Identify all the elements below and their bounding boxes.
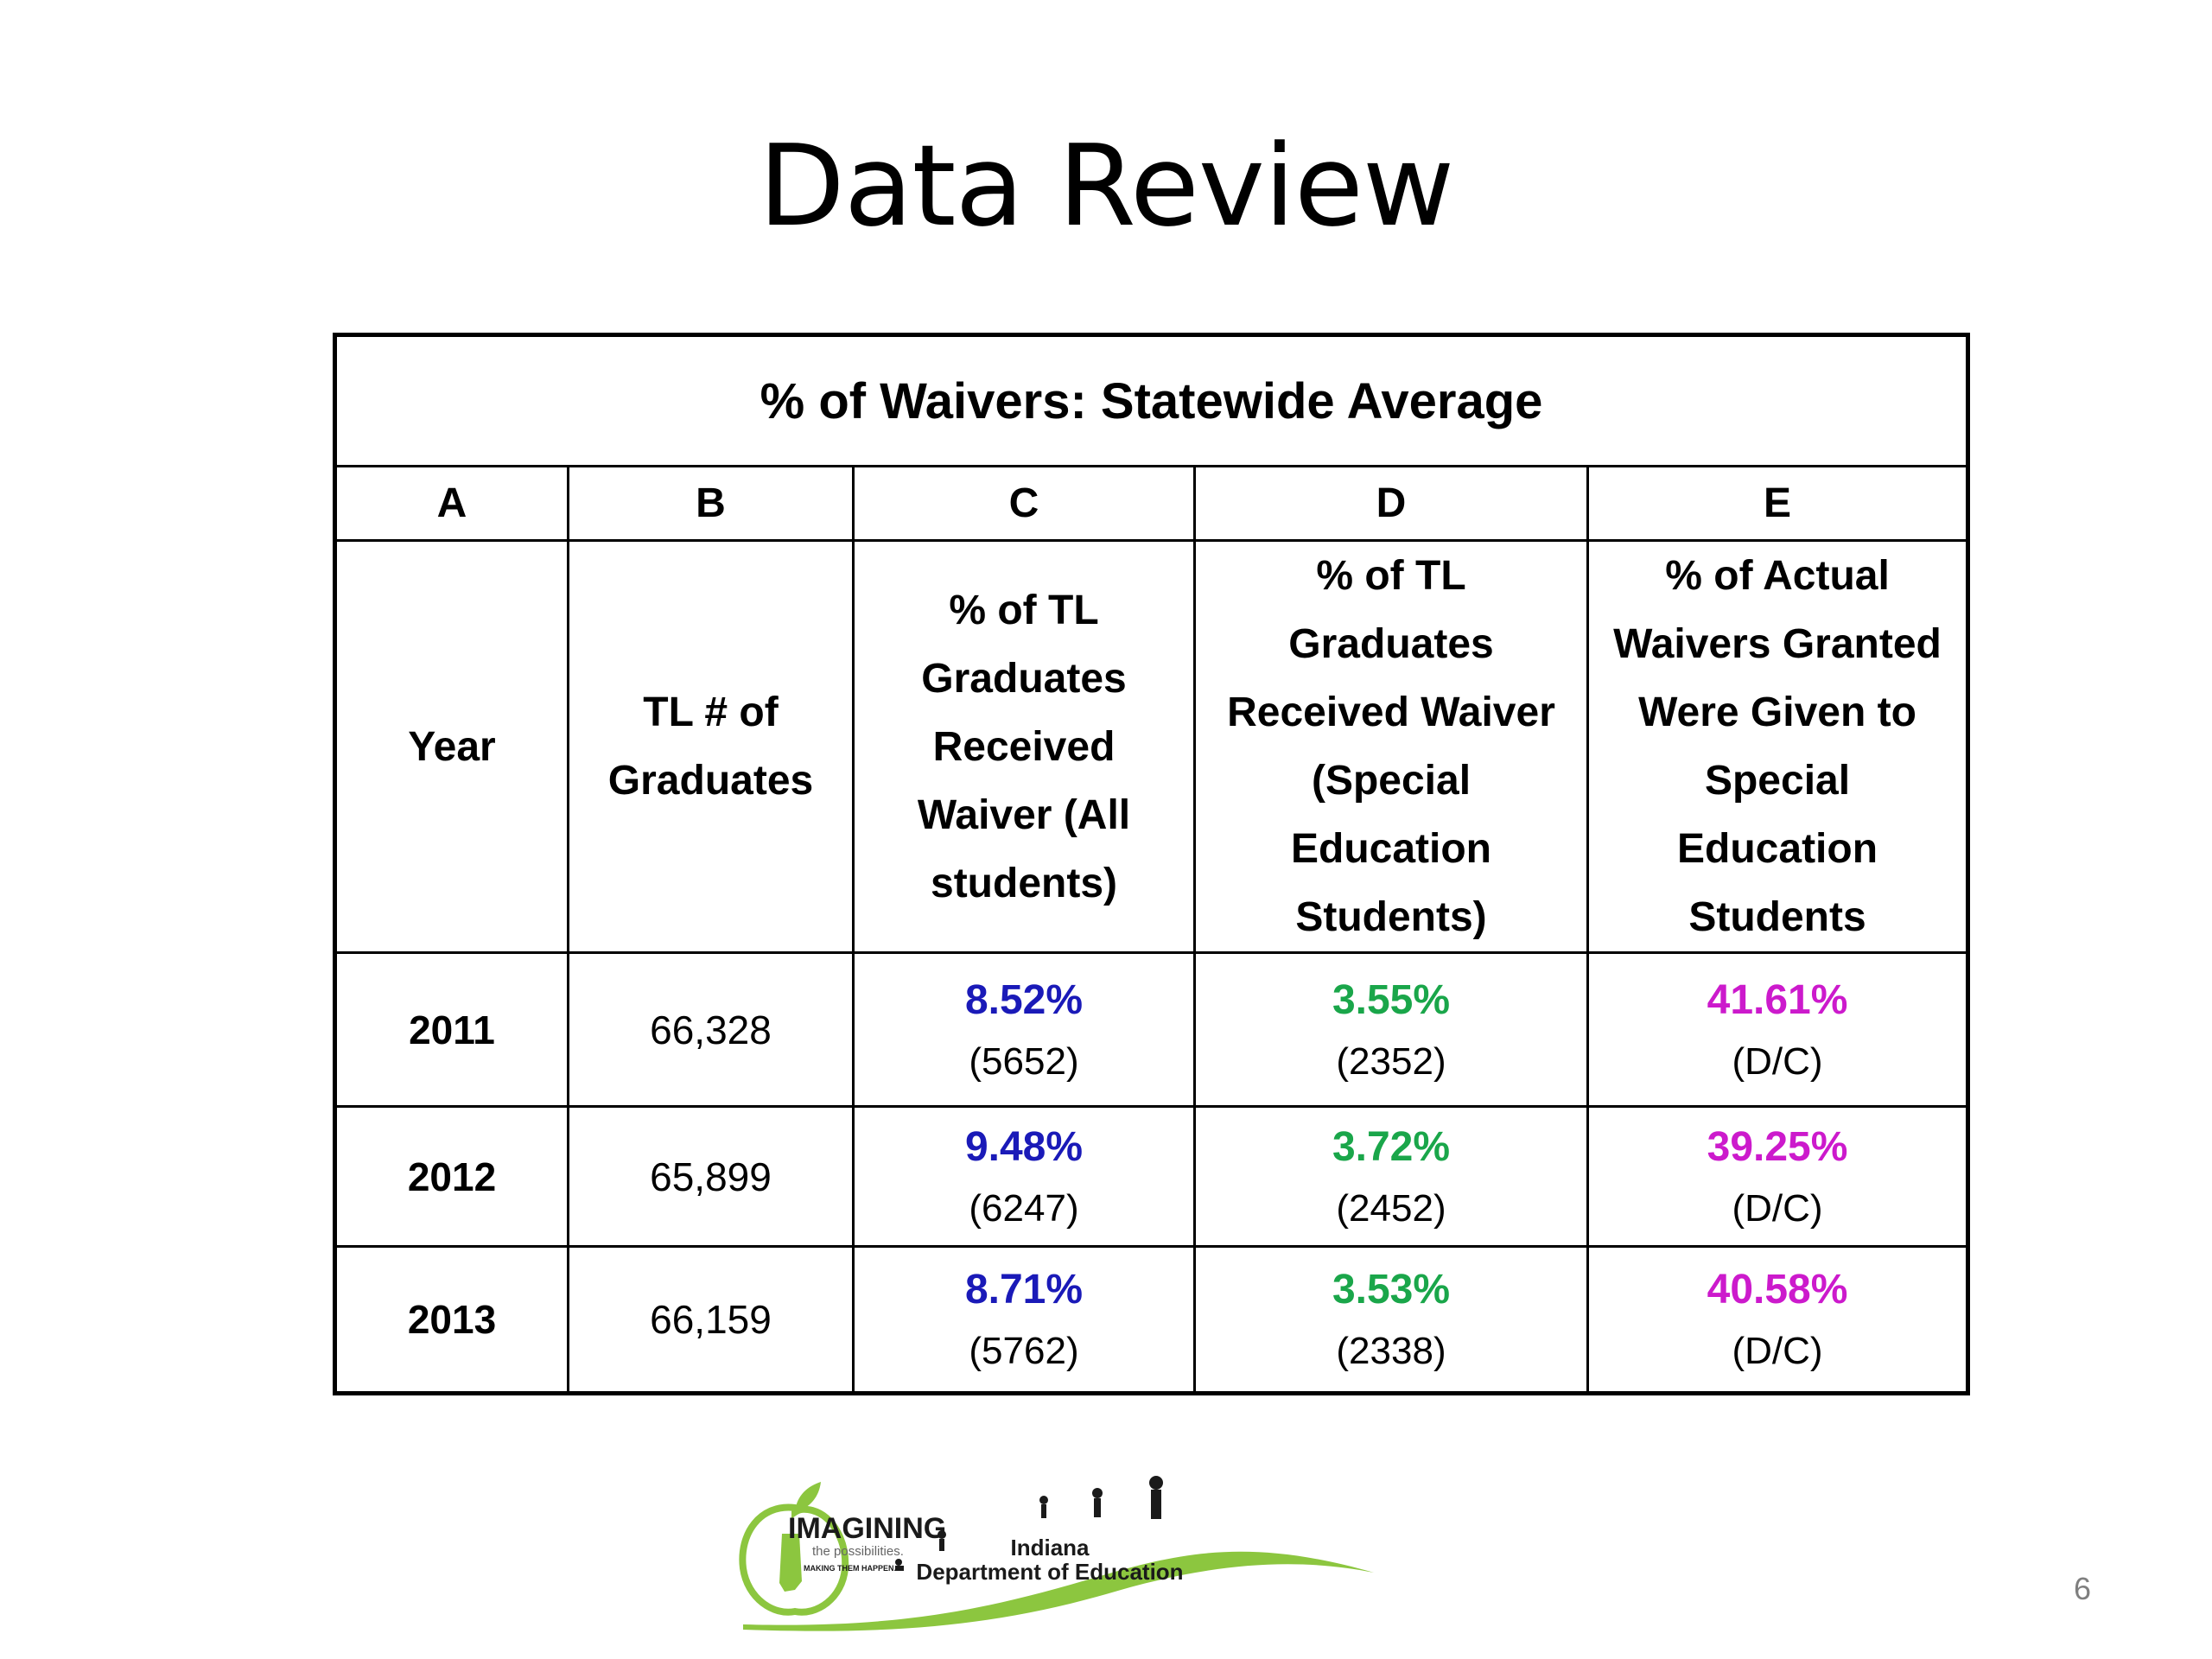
pct-actual-value: 41.61% xyxy=(1707,976,1848,1023)
slide-title: Data Review xyxy=(758,120,1455,251)
header-line: Education xyxy=(1290,826,1491,872)
indiana-doe-logo: IMAGINING the possibilities. MAKING THEM… xyxy=(739,1476,1374,1631)
leaf-icon xyxy=(795,1482,821,1512)
pct-all-count: (6247) xyxy=(969,1186,1079,1230)
header-line: Graduates xyxy=(921,655,1127,702)
column-letter-c: C xyxy=(852,465,1196,542)
header-line: Students xyxy=(1688,894,1866,940)
pct-all-value: 9.48% xyxy=(964,1123,1084,1170)
pct-special-ed-value: 3.72% xyxy=(1332,1123,1451,1170)
header-line: Were Given to xyxy=(1638,690,1916,735)
pct-all-value: 8.71% xyxy=(964,1267,1084,1313)
pct-all-cell: 8.71% (5762) xyxy=(852,1245,1196,1395)
pct-actual-note: (D/C) xyxy=(1732,1330,1823,1372)
header-line: Received xyxy=(932,723,1116,770)
header-line: Year xyxy=(408,723,496,770)
pct-all-count: (5762) xyxy=(969,1330,1079,1372)
header-line: (Special xyxy=(1311,758,1471,804)
pct-special-ed-count: (2352) xyxy=(1336,1039,1446,1083)
pct-special-ed-count: (2452) xyxy=(1336,1186,1446,1230)
graduates-cell: 66,328 xyxy=(567,951,855,1108)
pct-actual-cell: 41.61% (D/C) xyxy=(1586,951,1970,1108)
column-letter-a: A xyxy=(334,465,569,542)
pct-actual-cell: 39.25% (D/C) xyxy=(1586,1105,1970,1248)
header-line: Special xyxy=(1704,758,1851,804)
pct-actual-note: (D/C) xyxy=(1732,1186,1823,1230)
org-line-1: Indiana xyxy=(1010,1535,1090,1560)
pct-all-count: (5652) xyxy=(969,1039,1079,1083)
apple-icon xyxy=(739,1503,849,1616)
indiana-state-icon xyxy=(779,1534,802,1592)
header-line: % of Actual xyxy=(1665,553,1890,599)
pct-special-ed-cell: 3.53% (2338) xyxy=(1193,1245,1589,1395)
green-swoosh xyxy=(743,1551,1374,1631)
pct-all-value: 8.52% xyxy=(964,976,1084,1023)
table-row: 2011 66,328 8.52% (5652) 3.55% (2352) 41… xyxy=(334,951,1970,1108)
header-line: Waivers Granted xyxy=(1613,621,1942,667)
year-cell: 2012 xyxy=(334,1105,569,1248)
walking-figures-icon xyxy=(895,1476,1163,1571)
brand-line-1: IMAGINING xyxy=(788,1512,946,1545)
pct-actual-note: (D/C) xyxy=(1732,1039,1823,1083)
header-graduates: TL # of Graduates xyxy=(567,539,855,954)
pct-special-ed-value: 3.55% xyxy=(1332,976,1451,1023)
column-letter-d: D xyxy=(1193,465,1589,542)
header-pct-all: % of TL Graduates Received Waiver (All s… xyxy=(852,539,1196,954)
pct-special-ed-count: (2338) xyxy=(1336,1330,1446,1372)
page-number: 6 xyxy=(2073,1571,2091,1606)
header-line: Waiver (All xyxy=(917,791,1131,838)
header-line: Received Waiver xyxy=(1227,690,1555,735)
header-line: Education xyxy=(1677,826,1878,872)
header-line: Graduates xyxy=(607,758,814,804)
header-line: % of TL xyxy=(949,587,1099,633)
pct-actual-cell: 40.58% (D/C) xyxy=(1586,1245,1970,1395)
header-year: Year xyxy=(334,539,569,954)
header-line: students) xyxy=(931,860,1117,906)
year-cell: 2013 xyxy=(334,1245,569,1395)
header-line: TL # of xyxy=(643,690,779,735)
column-header-row: Year TL # of Graduates % of TL Graduates… xyxy=(334,539,1970,954)
pct-all-cell: 9.48% (6247) xyxy=(852,1105,1196,1248)
column-letter-b: B xyxy=(567,465,855,542)
header-line: Students) xyxy=(1295,894,1487,940)
graduates-cell: 66,159 xyxy=(567,1245,855,1395)
pct-special-ed-value: 3.53% xyxy=(1332,1267,1451,1313)
column-letter-row: A B C D E xyxy=(334,465,1970,542)
pct-actual-value: 40.58% xyxy=(1707,1267,1848,1313)
table-row: 2013 66,159 8.71% (5762) 3.53% (2338) 40… xyxy=(334,1245,1970,1395)
header-pct-actual: % of Actual Waivers Granted Were Given t… xyxy=(1586,539,1970,954)
table-row: 2012 65,899 9.48% (6247) 3.72% (2452) 39… xyxy=(334,1105,1970,1248)
pct-special-ed-cell: 3.72% (2452) xyxy=(1193,1105,1589,1248)
pct-special-ed-cell: 3.55% (2352) xyxy=(1193,951,1589,1108)
graduates-cell: 65,899 xyxy=(567,1105,855,1248)
pct-actual-value: 39.25% xyxy=(1707,1123,1848,1170)
brand-line-3: MAKING THEM HAPPEN. xyxy=(804,1564,896,1573)
pct-all-cell: 8.52% (5652) xyxy=(852,951,1196,1108)
header-pct-special-ed: % of TL Graduates Received Waiver (Speci… xyxy=(1193,539,1589,954)
table-caption-row: % of Waivers: Statewide Average xyxy=(333,334,1970,467)
brand-line-2: the possibilities. xyxy=(812,1544,904,1559)
column-letter-e: E xyxy=(1586,465,1970,542)
header-line: % of TL xyxy=(1316,553,1466,599)
year-cell: 2011 xyxy=(334,951,569,1108)
header-line: Graduates xyxy=(1288,621,1494,667)
waivers-table: % of Waivers: Statewide Average A B C D … xyxy=(333,333,1971,1395)
org-line-2: Department of Education xyxy=(916,1559,1183,1585)
table-caption: % of Waivers: Statewide Average xyxy=(333,334,1970,467)
